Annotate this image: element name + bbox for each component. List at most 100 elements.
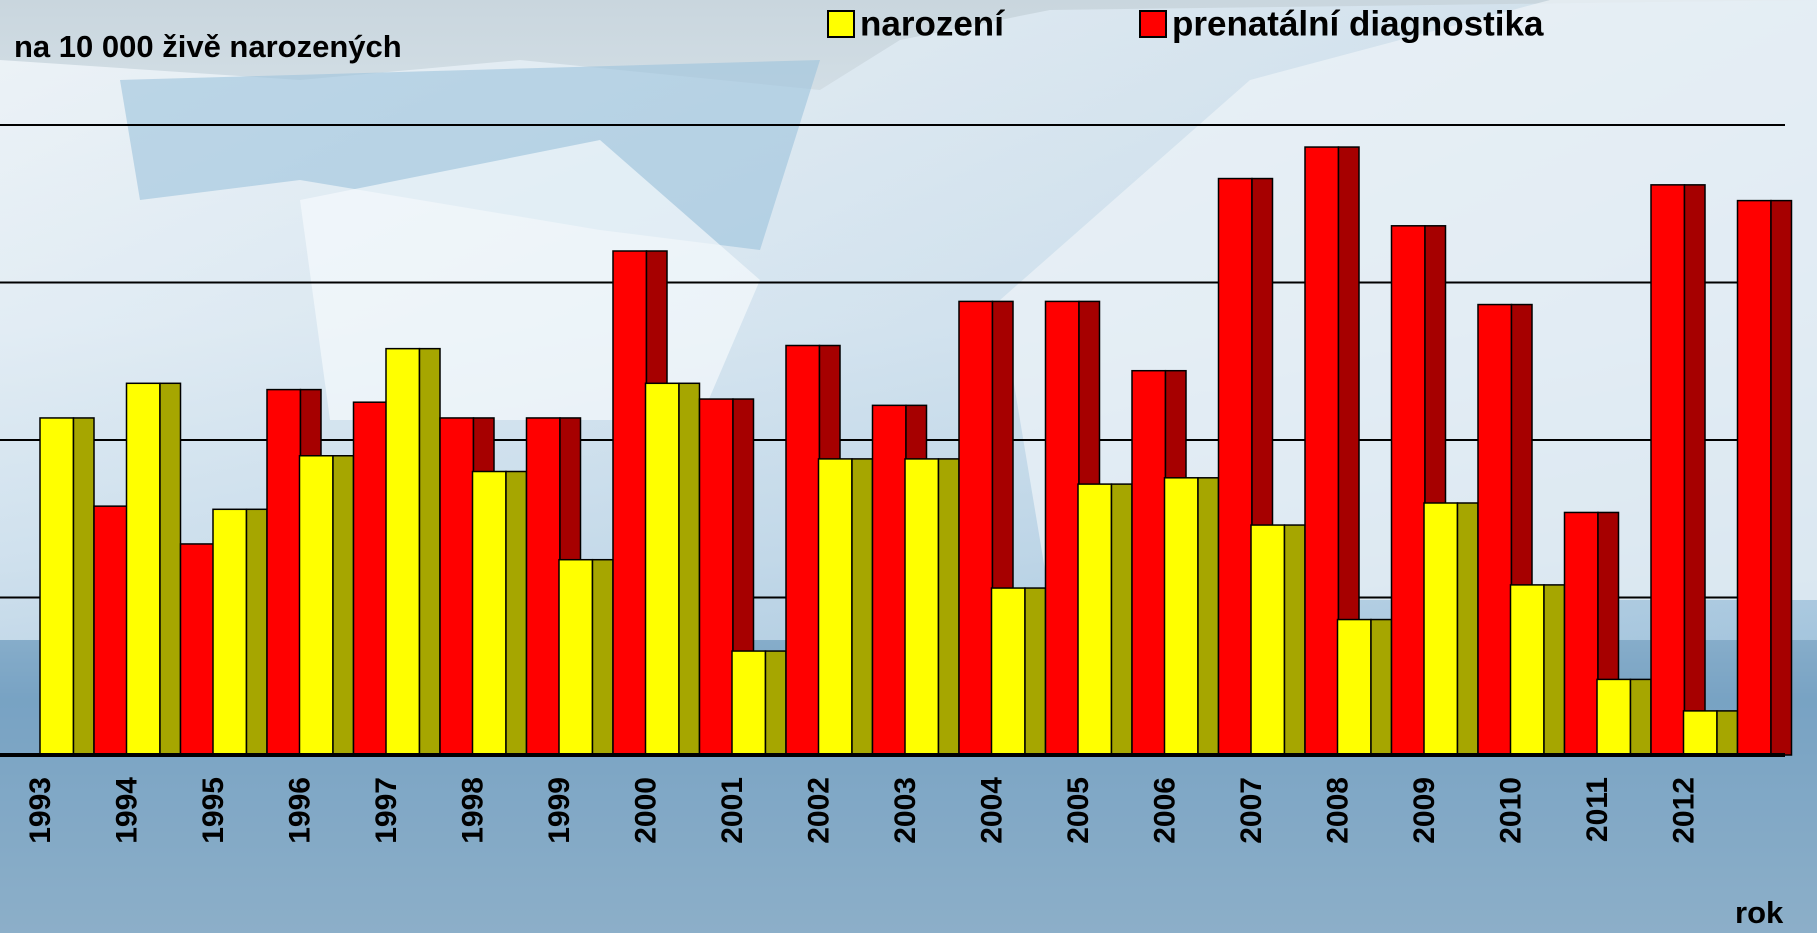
bar: [473, 472, 506, 756]
x-axis-title: rok: [1735, 895, 1784, 930]
x-tick-label: 2001: [716, 777, 749, 844]
bar: [1046, 301, 1079, 755]
bar-group: [905, 459, 959, 755]
bar: [1565, 512, 1598, 755]
x-tick-label: 1998: [456, 777, 489, 844]
bar: [613, 251, 646, 755]
bar: [992, 588, 1025, 755]
bar-group: [819, 459, 873, 755]
bar: [732, 651, 765, 755]
bar-side: [333, 456, 354, 755]
x-tick-label: 2006: [1148, 777, 1181, 844]
bar: [1424, 503, 1457, 755]
bar-group: [1078, 484, 1132, 755]
y-axis-title: na 10 000 živě narozených: [14, 29, 402, 64]
legend-label: narození: [860, 4, 1005, 43]
bar-group: [1597, 679, 1651, 755]
x-tick-label: 1997: [370, 777, 403, 844]
x-tick-label: 1996: [283, 777, 316, 844]
bar-group: [732, 651, 786, 755]
x-tick-label: 2007: [1235, 777, 1268, 844]
bar-side: [73, 418, 94, 755]
bar-side: [506, 472, 527, 756]
bar-side: [1457, 503, 1478, 755]
bar-side: [852, 459, 873, 755]
bar: [1392, 226, 1425, 755]
bar-side: [1544, 585, 1565, 755]
bar-side: [1771, 201, 1792, 755]
legend-label: prenatální diagnostika: [1172, 4, 1544, 43]
bar: [1651, 185, 1684, 755]
bar: [1338, 620, 1371, 755]
x-tick-label: 1995: [197, 777, 230, 844]
x-tick-label: 2002: [802, 777, 835, 844]
bar: [1165, 478, 1198, 755]
bar-group: [1338, 620, 1392, 755]
bar-group: [213, 509, 267, 755]
bar-side: [1111, 484, 1132, 755]
x-tick-label: 2011: [1581, 777, 1614, 842]
bar: [527, 418, 560, 755]
bar-side: [765, 651, 786, 755]
legend-swatch: [1140, 11, 1166, 37]
x-tick-label: 2010: [1494, 777, 1527, 844]
bar: [700, 399, 733, 755]
bar-group: [1511, 585, 1565, 755]
bar: [94, 506, 127, 755]
x-tick-label: 2005: [1062, 777, 1095, 844]
bar-side: [592, 560, 613, 755]
bar: [1511, 585, 1544, 755]
bar: [1078, 484, 1111, 755]
chart: na 10 000 živě narozených rok narození pr…: [0, 0, 1817, 933]
bar-group: [473, 472, 527, 756]
bar-group: [1651, 185, 1705, 755]
bar: [873, 405, 906, 755]
bar: [213, 509, 246, 755]
x-tick-label: 1999: [543, 777, 576, 844]
bar-group: [559, 560, 613, 755]
bar-group: [1424, 503, 1478, 755]
bar: [1132, 371, 1165, 755]
x-tick-label: 2004: [975, 777, 1008, 844]
x-tick-label: 2003: [889, 777, 922, 844]
bar-side: [1198, 478, 1219, 755]
bar: [819, 459, 852, 755]
bar-group: [127, 383, 181, 755]
legend: narození prenatální diagnostika: [828, 4, 1544, 43]
x-tick-label: 2000: [629, 777, 662, 844]
x-tick-label: 2008: [1321, 777, 1354, 844]
bar-side: [160, 383, 181, 755]
bar-side: [938, 459, 959, 755]
bar: [905, 459, 938, 755]
x-tick-label: 1993: [24, 777, 57, 844]
bar: [181, 544, 214, 755]
bar-group: [1684, 711, 1738, 755]
bar-group: [300, 456, 354, 755]
bar: [40, 418, 73, 755]
bar-side: [1717, 711, 1738, 755]
bar-side: [246, 509, 267, 755]
x-tick-label: 2012: [1667, 777, 1700, 844]
bar-group: [386, 349, 440, 755]
bar: [440, 418, 473, 755]
bar-side: [1630, 679, 1651, 755]
bar: [959, 301, 992, 755]
bar: [267, 390, 300, 755]
bar-group: [646, 383, 700, 755]
bar-side: [1684, 185, 1705, 755]
bar: [559, 560, 592, 755]
bar-side: [1025, 588, 1046, 755]
bar: [1478, 305, 1511, 755]
bar: [354, 402, 387, 755]
bar: [1251, 525, 1284, 755]
bar: [1684, 711, 1717, 755]
bar-side: [419, 349, 440, 755]
bar: [1305, 147, 1338, 755]
bar: [1738, 201, 1771, 755]
bar: [386, 349, 419, 755]
bar-group: [1251, 525, 1305, 755]
bar: [646, 383, 679, 755]
bar-group: [992, 588, 1046, 755]
bar-side: [679, 383, 700, 755]
x-tick-label: 2009: [1408, 777, 1441, 844]
